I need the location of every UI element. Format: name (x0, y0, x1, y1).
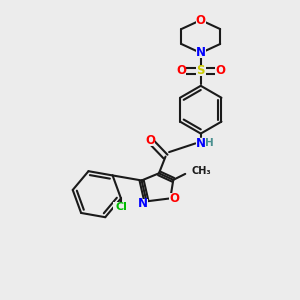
Bar (196, 15, 206, 25)
Text: O: O (169, 192, 179, 205)
Text: Cl: Cl (115, 202, 127, 212)
Bar (146, 135, 155, 146)
Bar (113, 202, 129, 213)
Bar (215, 66, 225, 76)
Text: O: O (215, 64, 225, 77)
Text: N: N (196, 46, 206, 59)
Text: H: H (205, 138, 214, 148)
Bar (177, 66, 186, 76)
Text: N: N (196, 137, 206, 150)
Bar (196, 138, 206, 149)
Text: CH₃: CH₃ (191, 167, 211, 176)
Text: O: O (146, 134, 156, 147)
Bar (196, 48, 206, 58)
Text: O: O (196, 14, 206, 27)
Text: S: S (196, 64, 205, 77)
Text: N: N (138, 197, 148, 210)
Bar (169, 193, 179, 204)
Text: O: O (176, 64, 186, 77)
Bar (138, 199, 148, 209)
Bar (196, 66, 206, 76)
